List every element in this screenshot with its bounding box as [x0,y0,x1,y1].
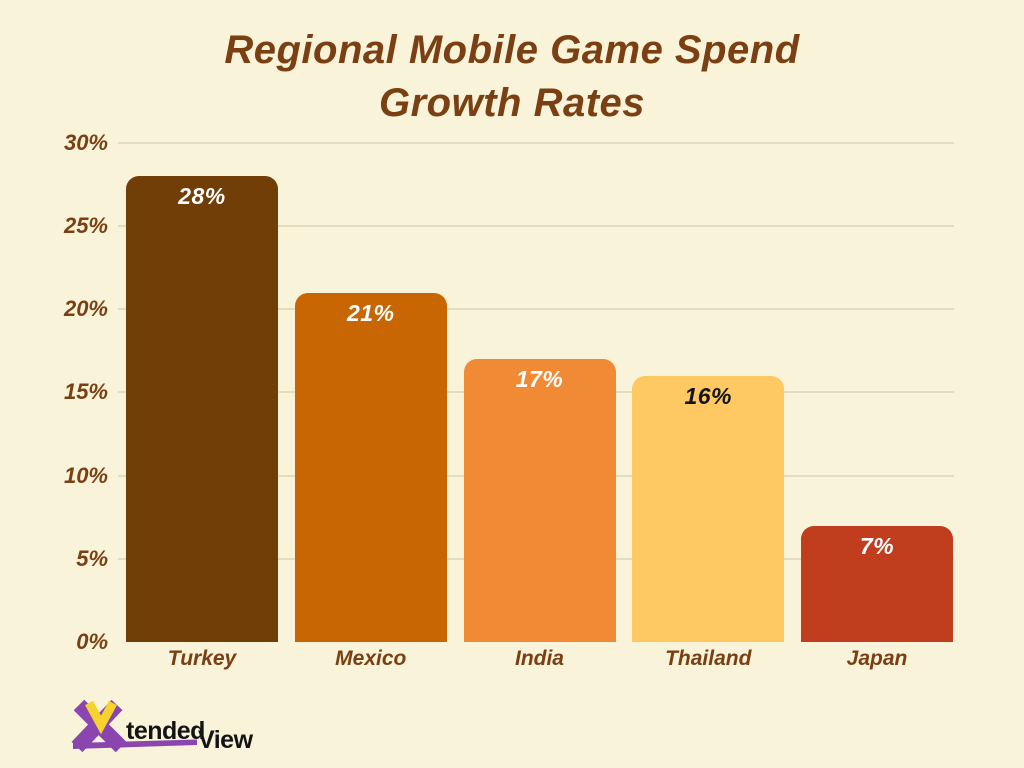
bar-value-thailand: 16% [684,382,733,409]
bar-japan: 7% [801,525,953,642]
y-axis-tick-0: 0% [76,629,108,654]
bar-value-mexico: 21% [346,299,395,326]
bar-turkey: 28% [126,176,278,642]
chart-title: Regional Mobile Game Spend Growth Rates [0,24,1024,130]
logo-yellow-v-icon [85,700,117,735]
gridline-30 [118,141,954,144]
y-axis-tick-15: 15% [63,379,108,405]
x-axis-label-japan: Japan [846,647,908,670]
gridline-25 [118,225,954,227]
bar-value-india: 17% [515,366,564,393]
logo-underline-swoosh [73,739,197,749]
x-axis-label-turkey: Turkey [167,647,237,670]
logo-x-mark [71,699,197,753]
x-axis-label-india: India [514,647,564,670]
y-axis-tick-25: 25% [63,213,108,238]
logo-text-view: View [198,726,254,754]
y-axis-tick-20: 20% [63,296,108,322]
bar-value-japan: 7% [859,532,895,559]
chart-title-line2: Growth Rates [378,81,646,125]
bar-mexico: 21% [294,292,447,642]
x-axis-label-mexico: Mexico [335,647,407,670]
chart-title-line1: Regional Mobile Game Spend [224,28,800,72]
logo-text-tended: tended [126,717,205,745]
gridline-20 [118,308,954,311]
y-axis-tick-10: 10% [63,462,108,488]
y-axis-tick-5: 5% [76,545,108,571]
bar-india: 17% [463,359,616,642]
bar-thailand: 16% [632,375,785,642]
xtendedview-logo: tended View [71,699,254,754]
x-axis-label-thailand: Thailand [665,647,752,670]
bar-value-turkey: 28% [178,183,226,210]
y-axis-tick-30: 30% [63,129,108,155]
